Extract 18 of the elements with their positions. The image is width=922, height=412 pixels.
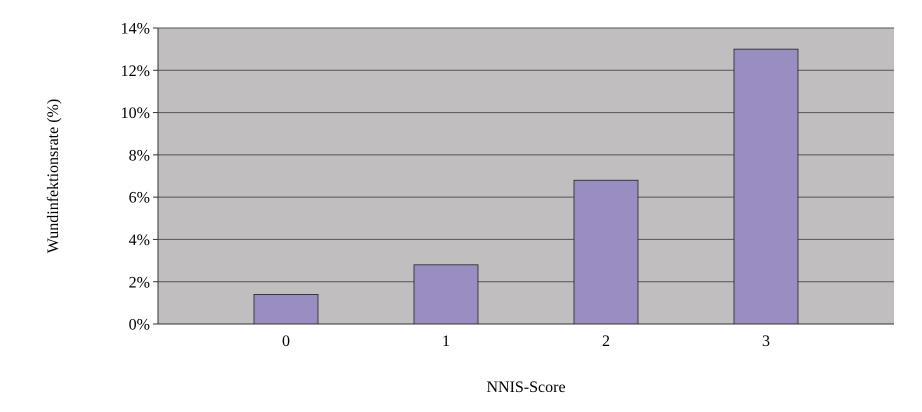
y-tick-label: 0% — [128, 316, 150, 334]
bar — [414, 264, 478, 324]
x-tick-label: 0 — [282, 333, 290, 350]
x-axis-title: NNIS-Score — [486, 379, 566, 396]
x-tick-label: 2 — [602, 333, 610, 350]
y-tick-label: 2% — [128, 274, 150, 292]
y-tick-label: 12% — [120, 62, 150, 80]
bar — [574, 180, 638, 324]
bar — [734, 48, 798, 324]
y-tick-label: 4% — [128, 232, 150, 250]
y-tick-label: 14% — [120, 20, 150, 38]
x-tick-label: 3 — [762, 333, 770, 350]
y-tick-label: 10% — [120, 105, 150, 122]
y-tick-label: 8% — [128, 147, 150, 164]
y-axis-title: Wundinfektionsrate (%) — [45, 98, 62, 254]
y-tick-label: 6% — [128, 190, 150, 207]
bar — [254, 294, 318, 324]
x-tick-label: 1 — [442, 333, 450, 350]
